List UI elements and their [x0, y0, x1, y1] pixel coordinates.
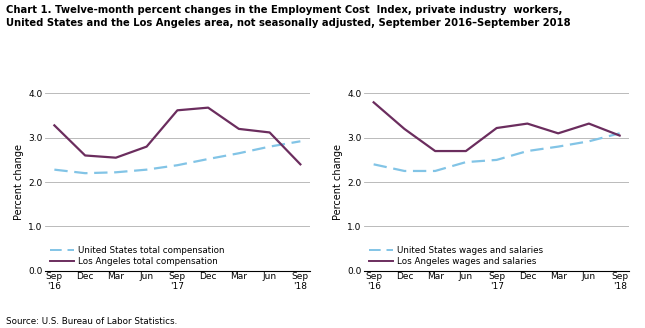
Legend: United States total compensation, Los Angeles total compensation: United States total compensation, Los An… [50, 246, 224, 266]
Y-axis label: Percent change: Percent change [14, 144, 24, 220]
Y-axis label: Percent change: Percent change [333, 144, 343, 220]
Legend: United States wages and salaries, Los Angeles wages and salaries: United States wages and salaries, Los An… [369, 246, 543, 266]
Text: Chart 1. Twelve-month percent changes in the Employment Cost  Index, private ind: Chart 1. Twelve-month percent changes in… [6, 5, 571, 28]
Text: Source: U.S. Bureau of Labor Statistics.: Source: U.S. Bureau of Labor Statistics. [6, 318, 178, 326]
